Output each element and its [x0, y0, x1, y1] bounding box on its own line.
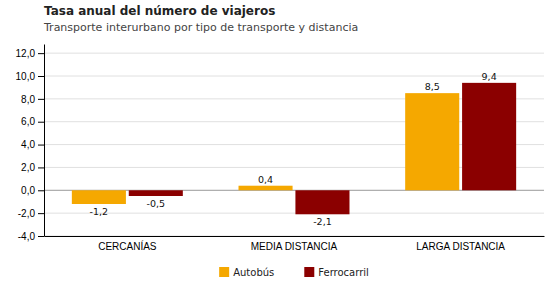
x-tick: MEDIA DISTANCIA [251, 236, 338, 252]
y-tick-mark [38, 122, 44, 123]
y-tick-mark [38, 145, 44, 146]
y-tick: 8,0 [21, 94, 44, 105]
y-tick-mark [38, 167, 44, 168]
legend: Autobús Ferrocarril [219, 267, 369, 278]
bar [239, 186, 293, 191]
plot: -4,0 -2,0 0,0 2,0 4,0 6,0 8,0 10,0 12,0 CERCANÍAS… [16, 45, 545, 253]
y-tick: -2,0 [18, 208, 44, 219]
y-tick: 0,0 [21, 185, 44, 196]
y-tick-mark [38, 99, 44, 100]
bar [295, 190, 349, 214]
grid [44, 53, 544, 236]
legend-item: Ferrocarril [304, 267, 369, 278]
data-label: 9,4 [482, 71, 497, 82]
y-tick: 10,0 [16, 71, 44, 82]
x-axis-line [45, 236, 545, 237]
y-tick-label: 8,0 [21, 94, 35, 105]
y-tick-label: 10,0 [16, 71, 36, 82]
chart: Tasa anual del número de viajeros Transpo… [0, 0, 556, 286]
grid-line [44, 213, 544, 214]
x-axis: CERCANÍAS MEDIA DISTANCIA LARGA DISTANCIA [45, 236, 545, 252]
y-tick-label: 12,0 [16, 48, 36, 59]
title: Tasa anual del número de viajeros [44, 4, 275, 18]
y-tick-label: -4,0 [18, 231, 36, 242]
subtitle: Transporte interurbano por tipo de trans… [43, 21, 358, 34]
y-tick: 12,0 [16, 48, 44, 59]
bar [72, 190, 126, 204]
x-tick: LARGA DISTANCIA [416, 236, 505, 252]
data-label: -2,1 [313, 216, 332, 227]
grid-line [44, 76, 544, 77]
x-tick-label: CERCANÍAS [98, 240, 157, 252]
y-tick-mark [38, 53, 44, 54]
grid-line [44, 236, 544, 237]
y-tick-label: 0,0 [21, 185, 35, 196]
legend-label: Autobús [233, 267, 274, 278]
legend-swatch [304, 267, 314, 277]
y-tick-label: 4,0 [21, 139, 35, 150]
bars [72, 83, 516, 214]
y-tick-mark [38, 213, 44, 214]
y-tick-mark [38, 236, 44, 237]
data-label: 0,4 [258, 174, 273, 185]
y-tick-mark [38, 76, 44, 77]
y-tick-label: 2,0 [21, 162, 35, 173]
y-axis: -4,0 -2,0 0,0 2,0 4,0 6,0 8,0 10,0 12,0 [16, 45, 45, 242]
grid-line [44, 53, 544, 54]
y-axis-line [44, 45, 45, 237]
y-tick-label: 6,0 [21, 116, 35, 127]
x-tick: CERCANÍAS [98, 236, 157, 252]
legend-item: Autobús [219, 267, 274, 278]
bar [405, 93, 459, 190]
data-label: -0,5 [147, 198, 166, 209]
legend-swatch [219, 267, 229, 277]
y-tick: -4,0 [18, 231, 44, 242]
legend-label: Ferrocarril [318, 267, 369, 278]
y-tick: 6,0 [21, 116, 44, 127]
bar [129, 190, 183, 196]
data-labels: -1,2 0,4 8,5 -0,5 -2,1 9,4 [90, 71, 497, 227]
bar [462, 83, 516, 190]
data-label: -1,2 [90, 206, 109, 217]
y-tick: 4,0 [21, 139, 44, 150]
y-tick: 2,0 [21, 162, 44, 173]
y-tick-mark [38, 190, 44, 191]
x-tick-label: LARGA DISTANCIA [416, 241, 505, 252]
y-tick-label: -2,0 [18, 208, 36, 219]
x-tick-label: MEDIA DISTANCIA [251, 241, 338, 252]
data-label: 8,5 [425, 81, 440, 92]
